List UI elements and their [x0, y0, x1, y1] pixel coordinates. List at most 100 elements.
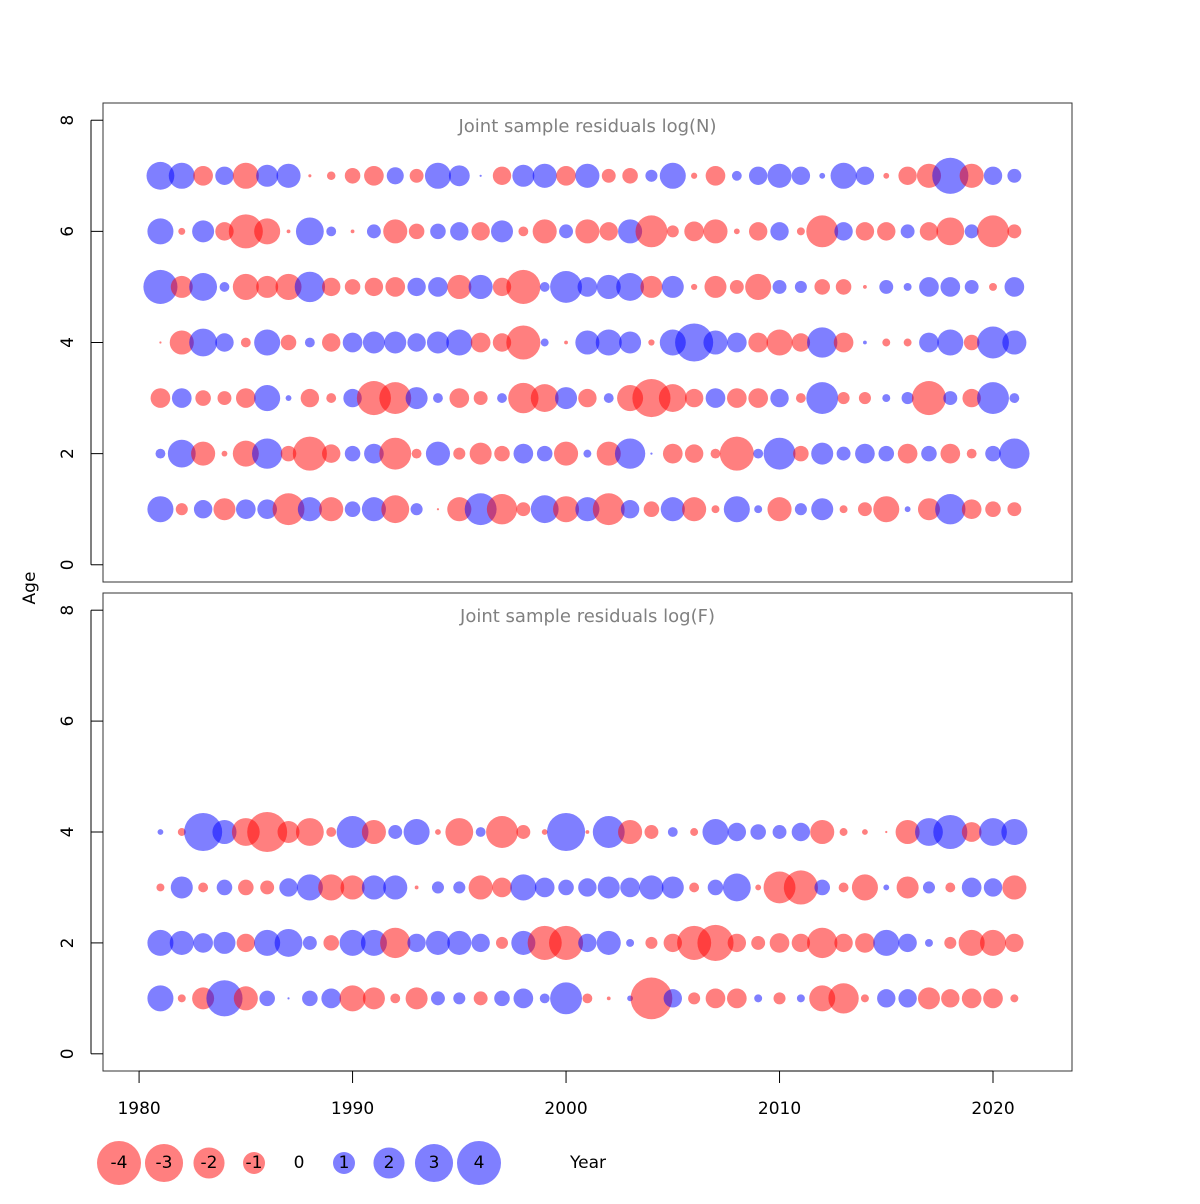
residual-bubble: [403, 818, 430, 846]
residual-bubble: [697, 924, 734, 961]
residual-bubble: [559, 224, 574, 239]
residual-bubble: [684, 388, 704, 408]
y-tick-label: 4: [58, 827, 78, 838]
residual-bubble: [233, 986, 258, 1011]
residual-bubble: [146, 161, 175, 190]
residual-bubble: [254, 385, 281, 412]
residual-bubble: [726, 332, 747, 353]
residual-bubble: [379, 382, 412, 415]
residual-bubble: [550, 270, 582, 303]
residual-bubble: [723, 496, 750, 523]
residual-bubble: [900, 224, 915, 239]
residual-bubble: [1002, 875, 1027, 900]
residual-bubble: [814, 879, 831, 896]
residual-bubble: [279, 878, 298, 897]
residual-bubble: [344, 445, 361, 462]
residual-bubble: [479, 174, 482, 177]
residual-bubble: [814, 279, 831, 295]
residual-bubble: [383, 875, 408, 900]
residual-bubble: [711, 505, 720, 514]
residual-bubble: [407, 277, 426, 297]
residual-bubble: [471, 222, 490, 241]
residual-bubble: [873, 929, 900, 956]
residual-bubble: [453, 447, 466, 460]
residual-bubble: [1005, 933, 1024, 953]
residual-bubble: [911, 381, 947, 416]
residual-bubble: [453, 881, 466, 894]
residual-bubble: [661, 876, 684, 899]
x-tick-label: 2010: [758, 1099, 801, 1119]
residual-bubble: [170, 275, 193, 298]
residual-bubble: [147, 985, 174, 1012]
residual-bubble: [977, 326, 1009, 359]
residual-bubble: [622, 168, 638, 184]
residual-bubble: [755, 884, 762, 891]
residual-bubble: [512, 164, 535, 187]
residual-bubble: [722, 873, 751, 902]
residual-bubble: [667, 827, 678, 837]
residual-bubble: [1007, 502, 1022, 517]
residual-bubble: [754, 505, 763, 514]
residual-bubble: [961, 877, 982, 898]
residual-bubble: [157, 829, 164, 835]
residual-bubble: [873, 496, 900, 523]
x-tick-label: 1980: [117, 1099, 160, 1119]
residual-bubble: [1007, 168, 1022, 183]
residual-bubble: [882, 394, 891, 403]
residual-bubble: [323, 935, 339, 951]
residual-bubble: [558, 879, 574, 896]
legend-label: -2: [201, 1153, 218, 1173]
residual-bubble: [663, 989, 682, 1008]
residual-bubble: [794, 280, 807, 293]
residual-bubble: [556, 165, 576, 186]
residual-bubble: [897, 443, 918, 464]
residual-bubble: [240, 337, 251, 348]
residual-bubble: [447, 930, 472, 955]
panel-title: Joint sample residuals log(F): [459, 606, 715, 627]
residual-bubble: [684, 221, 704, 242]
residual-bubble: [340, 875, 365, 900]
residual-bubble: [830, 162, 857, 189]
residual-bubble: [896, 876, 919, 899]
residual-bubble: [769, 933, 790, 953]
y-tick-label: 0: [58, 559, 78, 570]
residual-bubble: [596, 441, 621, 466]
residual-bubble: [943, 391, 958, 406]
residual-bubble: [189, 273, 218, 301]
residual-bubble: [806, 382, 839, 415]
residual-bubble: [855, 222, 875, 241]
residual-bubble: [492, 277, 512, 297]
residual-bubble: [616, 273, 645, 301]
residual-bubble: [553, 441, 579, 466]
x-tick-label: 1990: [331, 1099, 374, 1119]
residual-bubble: [578, 878, 597, 897]
residual-bubble: [407, 333, 426, 352]
residual-bubble: [640, 275, 663, 298]
residual-bubble: [473, 991, 488, 1006]
residual-bubble: [510, 874, 537, 901]
residual-bubble: [704, 275, 727, 298]
residual-bubble: [783, 870, 818, 905]
residual-bubble: [620, 500, 640, 519]
residual-bubble: [506, 325, 541, 360]
legend-bubble: [193, 1147, 225, 1179]
residual-bubble: [596, 274, 621, 299]
residual-bubble: [883, 884, 890, 891]
residual-bubble: [361, 497, 386, 522]
residual-bubble: [446, 329, 473, 356]
residual-bubble: [428, 277, 448, 297]
residual-bubble: [147, 496, 174, 523]
residual-bubble: [703, 219, 728, 244]
residual-bubble: [767, 163, 792, 188]
residual-bubble: [414, 885, 419, 890]
residual-bubble: [855, 166, 875, 185]
residual-bubble: [287, 997, 290, 1000]
residual-bubble: [388, 825, 403, 839]
residual-bubble: [863, 285, 867, 289]
residual-bubble: [321, 988, 342, 1009]
residual-bubble: [361, 819, 386, 845]
legend-label: 3: [429, 1153, 440, 1173]
residual-bubble: [645, 936, 658, 949]
residual-bubble: [619, 331, 642, 354]
residual-bubble: [193, 165, 213, 186]
